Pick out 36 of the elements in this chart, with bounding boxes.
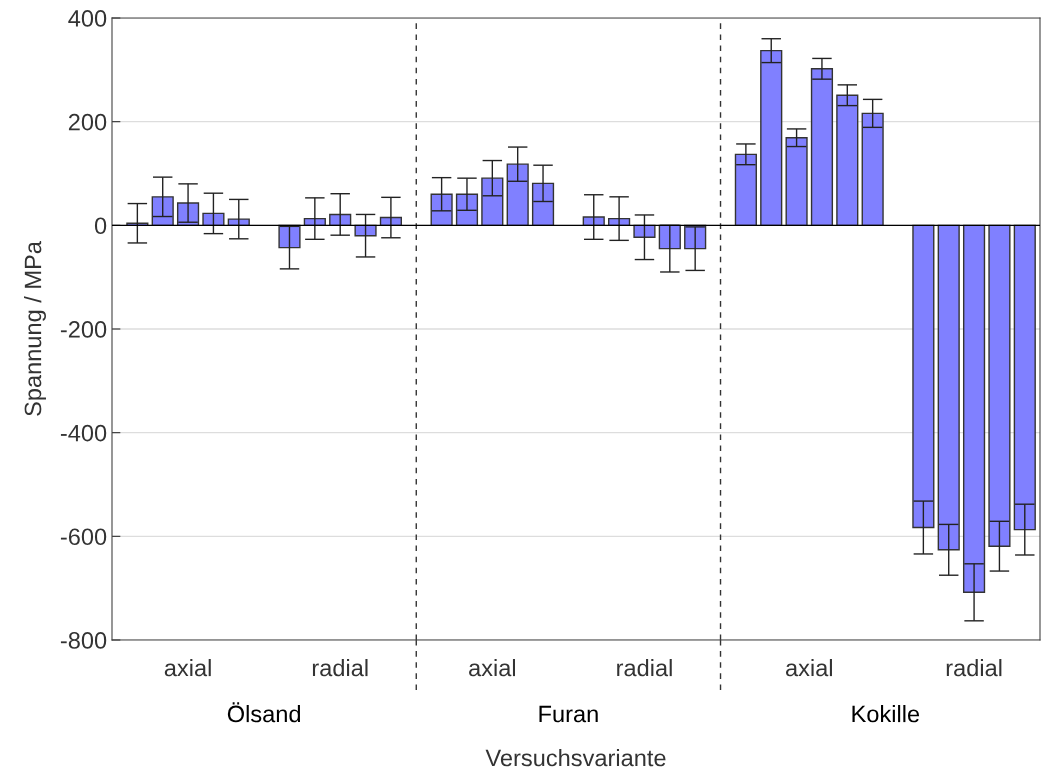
text: axial [785, 658, 832, 677]
bar [430, 193, 453, 227]
y-tick-label: 0 [94, 217, 107, 235]
y-axis-title: Spannung / MPa [23, 241, 46, 416]
x-axis-title: Versuchsvariante [485, 748, 666, 767]
text: axial [164, 658, 211, 677]
bar [785, 137, 808, 227]
bar [937, 224, 960, 551]
text: radial [946, 658, 1002, 677]
y-tick-label: -600 [60, 528, 107, 546]
bar [810, 68, 834, 227]
bar [1013, 224, 1036, 531]
bar [202, 212, 225, 227]
bar [506, 163, 529, 227]
bar [962, 224, 986, 594]
bar [481, 177, 504, 227]
bar [836, 94, 859, 227]
y-tick-label: 200 [68, 113, 107, 131]
bar [455, 193, 479, 227]
bar [912, 224, 935, 529]
text: axial [469, 658, 516, 677]
bar [760, 49, 783, 227]
y-tick-label: -400 [60, 424, 107, 442]
bar [861, 112, 884, 227]
bar [151, 196, 174, 227]
text: Kokille [852, 704, 920, 723]
y-tick-label: -800 [60, 632, 107, 649]
bar [531, 182, 555, 227]
text: Furan [539, 705, 598, 723]
bar [988, 224, 1011, 547]
text: radial [617, 658, 672, 677]
y-tick-label: -200 [60, 321, 107, 338]
bar [734, 153, 757, 227]
text: Ölsand [227, 702, 301, 723]
y-tick-label: 400 [68, 10, 107, 27]
text: radial [312, 658, 368, 677]
